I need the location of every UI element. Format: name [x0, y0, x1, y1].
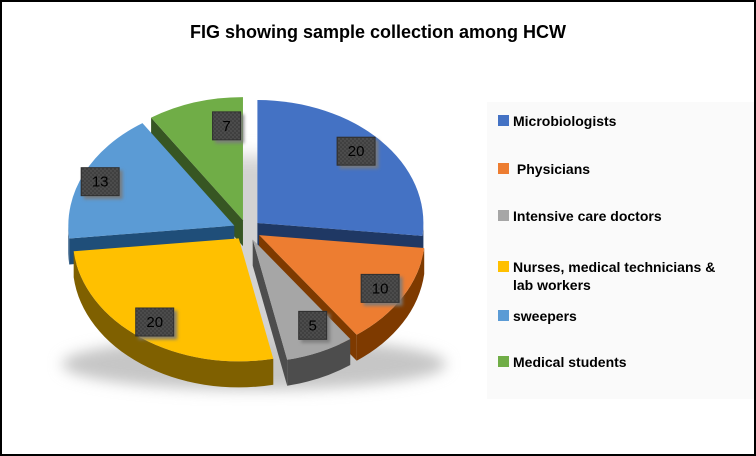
legend-item-intensive-care-doctors[interactable]: Intensive care doctors — [498, 207, 738, 225]
data-label: 7 — [212, 111, 242, 141]
legend-label: Nurses, medical technicians & lab worker… — [513, 259, 720, 293]
legend-item-medical-students[interactable]: Medical students — [498, 353, 738, 371]
legend-item-physicians[interactable]: Physicians — [498, 160, 738, 178]
legend-swatch — [498, 210, 509, 221]
legend-swatch — [498, 356, 509, 367]
legend: Microbiologists Physicians Intensive car… — [487, 102, 754, 399]
data-label: 20 — [336, 136, 376, 166]
svg-text:13: 13 — [92, 174, 109, 191]
svg-text:20: 20 — [348, 143, 365, 160]
pie-slice-1[interactable] — [259, 235, 425, 335]
legend-item-nurses-technicians-lab-workers[interactable]: Nurses, medical technicians & lab worker… — [498, 258, 738, 294]
legend-swatch — [498, 163, 509, 174]
pie-slice-side — [73, 251, 274, 388]
data-label: 10 — [360, 273, 400, 303]
legend-label: Physicians — [513, 161, 591, 177]
pie-slice-0[interactable] — [257, 100, 424, 236]
chart-title: FIG showing sample collection among HCW — [189, 22, 567, 42]
svg-text:20: 20 — [146, 314, 163, 331]
legend-swatch — [498, 115, 509, 126]
legend-item-microbiologists[interactable]: Microbiologists — [498, 112, 738, 130]
data-label: 5 — [298, 310, 328, 340]
legend-label: Microbiologists — [513, 113, 617, 129]
data-label: 13 — [80, 167, 120, 197]
legend-swatch — [498, 310, 509, 321]
pie-slice-3[interactable] — [73, 238, 274, 362]
legend-label: Intensive care doctors — [513, 208, 662, 224]
pie-slice-4[interactable] — [68, 123, 235, 239]
legend-swatch — [498, 261, 509, 272]
svg-text:7: 7 — [222, 118, 230, 135]
svg-text:10: 10 — [372, 280, 389, 297]
legend-label: Medical students — [513, 354, 627, 370]
data-label: 20 — [135, 307, 175, 337]
legend-item-sweepers[interactable]: sweepers — [498, 307, 738, 325]
pie-slice-side — [252, 239, 351, 386]
legend-label: sweepers — [513, 308, 577, 324]
svg-text:5: 5 — [309, 317, 317, 334]
